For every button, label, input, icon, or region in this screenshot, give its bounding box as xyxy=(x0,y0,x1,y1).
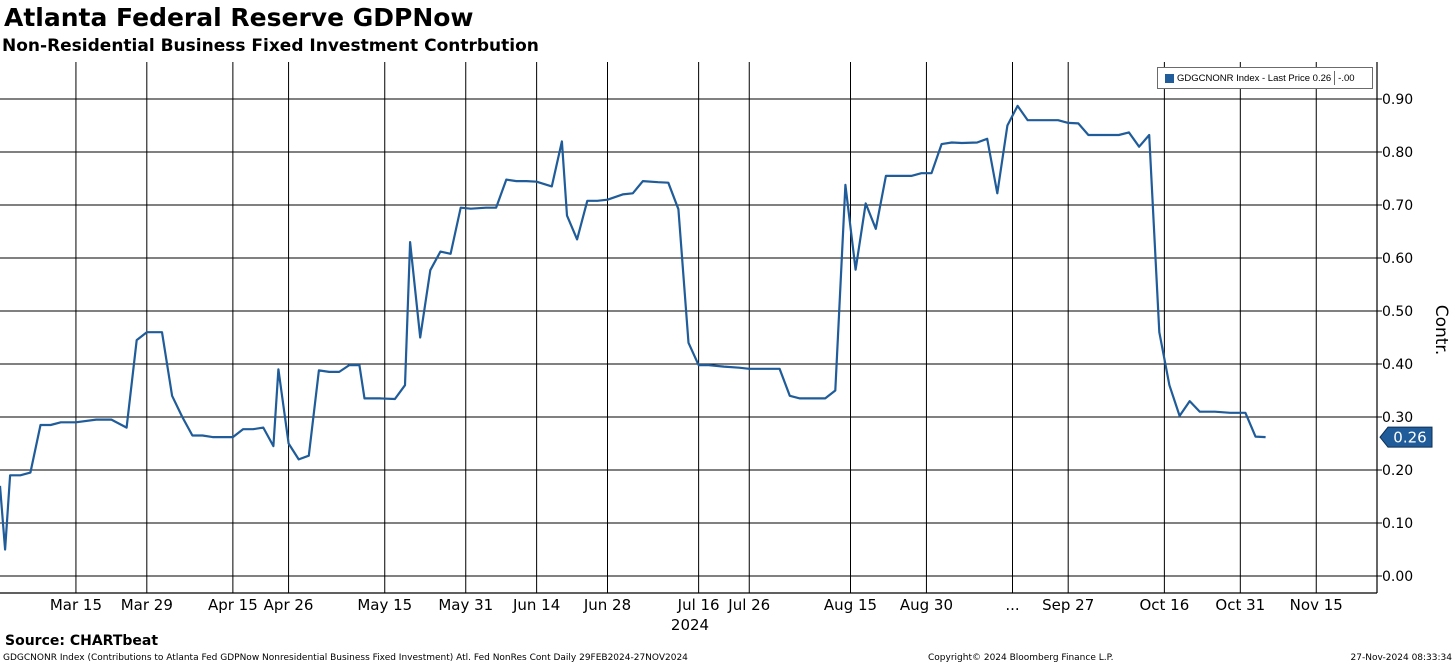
footer-copyright: Copyright© 2024 Bloomberg Finance L.P. xyxy=(928,653,1114,663)
y-tick-label: 0.10 xyxy=(1382,516,1413,532)
x-tick-label: Apr 26 xyxy=(264,596,314,614)
chart-subtitle: Non-Residential Business Fixed Investmen… xyxy=(2,36,539,56)
y-tick-label: 0.50 xyxy=(1382,304,1413,320)
footer-timestamp: 27-Nov-2024 08:33:34 xyxy=(1350,653,1452,663)
x-tick-label: Aug 15 xyxy=(824,596,877,614)
chart-axes xyxy=(0,62,1378,594)
legend-divider xyxy=(1334,71,1336,85)
y-tick-labels: 0.00 0.10 0.20 0.30 0.40 0.50 0.60 0.70 0.80 0.90 xyxy=(1382,92,1413,585)
x-tick-label: May 15 xyxy=(357,596,412,614)
y-tick-label: 0.40 xyxy=(1382,357,1413,373)
footer-description: GDGCNONR Index (Contributions to Atlanta… xyxy=(3,653,688,663)
y-axis-label: Contr. xyxy=(1431,305,1451,356)
x-tick-labels: Mar 15 Mar 29 Apr 15 Apr 26 May 15 May 31 Jun … xyxy=(50,596,1343,614)
last-value-badge: 0.26 xyxy=(1379,426,1433,448)
legend-change: -.00 xyxy=(1338,72,1355,84)
y-tick-label: 0.00 xyxy=(1382,569,1413,585)
y-tick-label: 0.20 xyxy=(1382,463,1413,479)
x-tick-label: Aug 30 xyxy=(900,596,953,614)
chart-title: Atlanta Federal Reserve GDPNow xyxy=(4,3,474,32)
y-tick-label: 0.60 xyxy=(1382,251,1413,267)
y-tick-label: 0.90 xyxy=(1382,92,1413,108)
series-layer xyxy=(0,104,1266,551)
x-tick-label: Jul 16 xyxy=(677,596,720,614)
x-tick-label: Apr 15 xyxy=(208,596,258,614)
x-tick-label: Jun 28 xyxy=(583,596,631,614)
x-tick-label: ... xyxy=(1005,596,1019,614)
vertical-gridlines xyxy=(75,62,1317,593)
x-tick-label: Jun 14 xyxy=(512,596,560,614)
horizontal-gridlines xyxy=(0,98,1382,577)
legend-entry: GDGCNONR Index - Last Price 0.26 xyxy=(1177,72,1332,84)
x-tick-label: May 31 xyxy=(438,596,493,614)
x-tick-label: Nov 15 xyxy=(1290,596,1343,614)
series-line-gdgcnonr xyxy=(0,104,1266,551)
y-tick-label: 0.80 xyxy=(1382,145,1413,161)
x-tick-label: Oct 31 xyxy=(1215,596,1265,614)
x-tick-label: Jul 26 xyxy=(727,596,770,614)
badge-value: 0.26 xyxy=(1393,429,1426,447)
x-tick-label: Sep 27 xyxy=(1042,596,1094,614)
x-axis-year-label: 2024 xyxy=(671,616,709,634)
x-tick-label: Oct 16 xyxy=(1139,596,1189,614)
chart-legend: GDGCNONR Index - Last Price 0.26 -.00 xyxy=(1157,67,1373,89)
legend-swatch xyxy=(1165,73,1174,83)
y-tick-label: 0.30 xyxy=(1382,410,1413,426)
x-tick-label: Mar 29 xyxy=(121,596,173,614)
y-tick-label: 0.70 xyxy=(1382,198,1413,214)
source-label: Source: CHARTbeat xyxy=(5,633,159,649)
x-tick-label: Mar 15 xyxy=(50,596,102,614)
badge-shape xyxy=(1379,426,1433,448)
line-chart: Mar 15 Mar 29 Apr 15 Apr 26 May 15 May 31 Jun … xyxy=(0,62,1451,634)
